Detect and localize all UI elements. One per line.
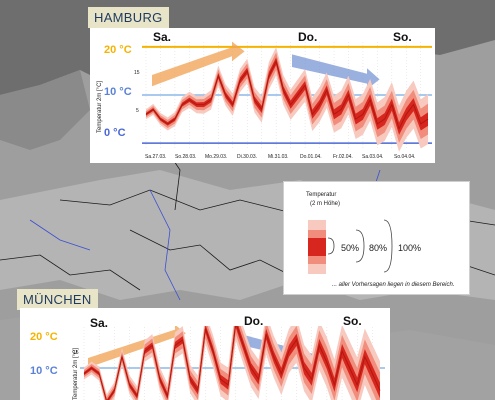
warming-trend-arrow [152, 41, 245, 87]
muenchen-temp-label-20: 20 °C [30, 331, 58, 343]
hamburg-date-label: Mi.31.03. [268, 154, 289, 160]
legend-50-percent: 50% [341, 243, 360, 253]
hamburg-date-label: Mo.29.03. [205, 154, 228, 160]
legend-box: Temperatur (2 m Höhe) 50% 80% 100% ... a… [283, 181, 470, 295]
hamburg-temp-label-10: 10 °C [104, 86, 132, 98]
uncertainty-band-50 [146, 57, 428, 135]
hamburg-y-axis-label: Temperatur 2m [°C] [97, 80, 103, 133]
hamburg-day-label-so: So. [393, 30, 412, 44]
cooling-trend-arrow [292, 54, 380, 90]
hamburg-temp-label-20: 20 °C [104, 44, 132, 56]
warming-trend-arrow [88, 326, 186, 368]
legend-80-percent: 80% [369, 243, 388, 253]
muenchen-day-label-so: So. [343, 314, 362, 328]
muenchen-temp-label-10: 10 °C [30, 365, 58, 377]
hamburg-day-label-sa: Sa. [153, 30, 172, 44]
hamburg-date-label: Di.30.03. [237, 154, 258, 160]
hamburg-day-label-do: Do. [298, 30, 318, 44]
muenchen-day-label-sa: Sa. [90, 316, 109, 330]
legend-100-percent: 100% [398, 243, 422, 253]
legend-title: Temperatur [306, 192, 337, 198]
median-temperature-line [145, 59, 429, 131]
uncertainty-band-80 [84, 326, 380, 400]
hamburg-temp-label-0: 0 °C [104, 127, 126, 139]
hamburg-date-label: Sa.03.04. [362, 154, 384, 160]
muenchen-city-label: MÜNCHEN [17, 289, 98, 310]
hamburg-date-label: Fr.02.04. [333, 154, 353, 160]
hamburg-date-label: Sa.27.03. [145, 154, 167, 160]
legend-braces [327, 219, 393, 273]
muenchen-y-tick-15: 15 [73, 350, 79, 356]
median-temperature-line [83, 326, 381, 400]
hamburg-y-tick-15: 15 [134, 70, 140, 76]
hamburg-date-label: So.28.03. [175, 154, 197, 160]
hamburg-date-label: Do.01.04. [300, 154, 322, 160]
muenchen-day-label-do: Do. [244, 314, 264, 328]
hamburg-y-tick-5: 5 [136, 108, 139, 114]
muenchen-temperature-chart [80, 326, 385, 400]
hamburg-city-label: HAMBURG [88, 7, 169, 28]
legend-subtitle: (2 m Höhe) [310, 201, 341, 207]
hamburg-temperature-chart [142, 41, 432, 152]
legend-band-core [308, 238, 326, 256]
hamburg-date-label: So.04.04. [394, 154, 416, 160]
uncertainty-band-50 [84, 326, 380, 400]
legend-note: ... aller Vorhersagen liegen in diesem B… [332, 282, 455, 288]
